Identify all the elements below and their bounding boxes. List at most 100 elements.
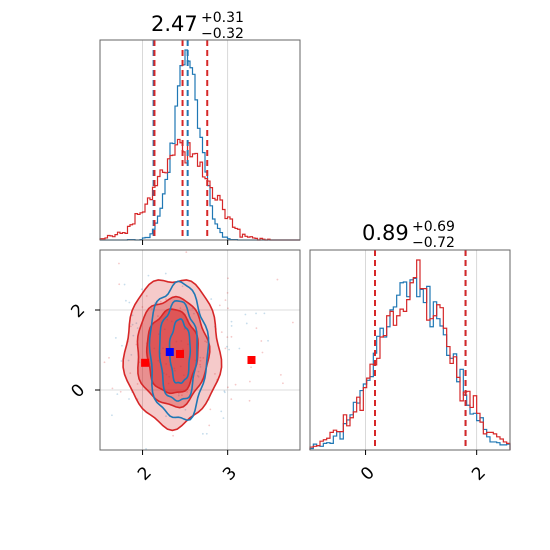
scatter-point (82, 340, 84, 342)
scatter-point (250, 366, 252, 369)
scatter-point (151, 308, 153, 310)
scatter-point (230, 335, 233, 338)
scatter-point (177, 392, 180, 395)
x-tick-label: 2 (134, 463, 156, 485)
title-param2: 0.89 +0.69 −0.72 (362, 219, 455, 251)
panel-marginal-param1-quantile-lines (152, 40, 209, 240)
scatter-point (238, 347, 241, 350)
panel-marginal-param1-grid (142, 40, 229, 240)
scatter-point (208, 424, 211, 427)
panel-marginal-param2-series (309, 259, 511, 450)
marker (176, 350, 184, 358)
panel-marginal-param1 (99, 39, 301, 245)
scatter-point (214, 372, 216, 375)
scatter-point (114, 337, 117, 339)
scatter-point (135, 322, 138, 325)
histogram-series (309, 259, 511, 450)
scatter-point (279, 373, 282, 376)
scatter-point (226, 292, 229, 294)
scatter-point (220, 331, 223, 334)
scatter-point (244, 313, 247, 316)
scatter-point (224, 299, 227, 302)
scatter-point (141, 306, 144, 308)
scatter-point (159, 300, 162, 303)
scatter-point (125, 299, 127, 302)
scatter-point (184, 408, 187, 411)
title-param1-value: 2.47 (151, 12, 198, 36)
marker (165, 348, 174, 356)
scatter-point (118, 283, 121, 286)
scatter-point (181, 394, 183, 397)
panel-joint-frame (99, 249, 301, 451)
scatter-point (272, 467, 274, 469)
panel-marginal-param2-quantile-lines (374, 250, 467, 450)
histogram-series (100, 49, 300, 241)
scatter-point (199, 356, 202, 359)
panel-marginal-param2-grid (365, 250, 478, 450)
scatter-point (224, 347, 227, 350)
scatter-point (123, 283, 126, 286)
title-param2-value: 0.89 (362, 221, 409, 245)
scatter-point (181, 285, 184, 288)
scatter-point (140, 288, 143, 291)
scatter-point (255, 327, 258, 330)
scatter-point (136, 327, 139, 329)
histogram-series (309, 277, 511, 450)
y-tick-label: 2 (67, 300, 89, 322)
scatter-point (263, 312, 266, 315)
scatter-point (145, 295, 148, 297)
title-param2-minus: −0.72 (412, 235, 455, 251)
scatter-point (185, 251, 188, 254)
histogram-series (99, 138, 300, 241)
title-param1-plus: +0.31 (201, 10, 244, 26)
panel-marginal-param1-frame (99, 39, 301, 241)
scatter-point (204, 340, 207, 343)
scatter-point (119, 390, 122, 393)
scatter-point (245, 322, 248, 325)
scatter-point (248, 380, 251, 383)
scatter-point (78, 338, 80, 340)
scatter-point (131, 314, 134, 317)
scatter-point (199, 365, 202, 368)
scatter-point (108, 356, 110, 359)
scatter-point (88, 349, 90, 351)
panel-marginal-param1-series (99, 49, 300, 241)
panel-joint: 2 3 0 2 (67, 249, 301, 485)
scatter-point (128, 301, 131, 304)
panel-marginal-param1-ticks (142, 240, 229, 245)
scatter-point (205, 432, 208, 435)
scatter-point (276, 278, 279, 281)
x-tick-label: 0 (357, 463, 379, 485)
scatter-point (227, 277, 229, 280)
scatter-point (157, 315, 159, 317)
scatter-point (145, 447, 147, 450)
scatter-point (230, 325, 233, 327)
scatter-point (220, 410, 223, 413)
scatter-point (210, 298, 213, 300)
scatter-point (222, 417, 225, 420)
scatter-point (260, 340, 263, 342)
scatter-point (136, 383, 139, 385)
scatter-point (225, 345, 228, 348)
scatter-point (103, 361, 106, 364)
x-tick-label: 3 (219, 463, 241, 485)
scatter-point (186, 390, 188, 393)
scatter-point (234, 383, 237, 386)
scatter-point (230, 398, 233, 401)
scatter-point (121, 344, 123, 347)
scatter-point (199, 363, 202, 366)
x-tick-label: 2 (468, 463, 490, 485)
title-param1: 2.47 +0.31 −0.32 (151, 10, 244, 42)
scatter-point (282, 382, 284, 385)
scatter-point (226, 336, 229, 339)
scatter-point (118, 262, 120, 265)
y-tick-label: 0 (67, 380, 89, 402)
panel-joint-markers (141, 348, 256, 367)
scatter-point (248, 399, 251, 402)
scatter-point (201, 432, 204, 435)
scatter-point (164, 272, 167, 275)
contour-a-level (158, 299, 198, 402)
